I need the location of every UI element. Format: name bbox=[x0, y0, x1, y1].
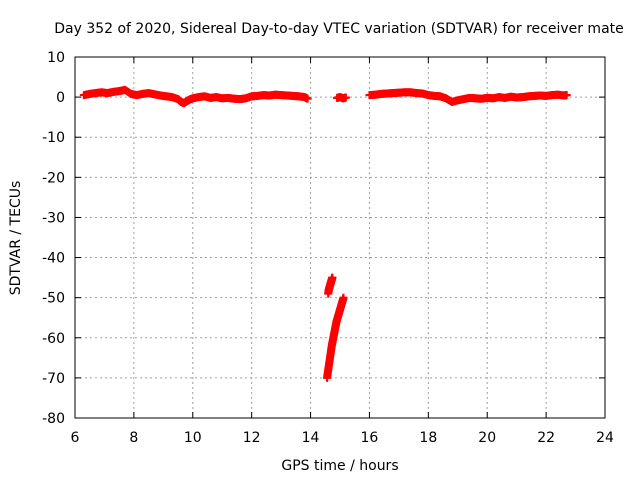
y-tick-label: -40 bbox=[42, 251, 65, 267]
grid bbox=[75, 57, 605, 418]
x-tick-label: 22 bbox=[537, 430, 555, 446]
x-tick-label: 12 bbox=[243, 430, 261, 446]
x-tick-label: 10 bbox=[184, 430, 202, 446]
x-axis-title: GPS time / hours bbox=[281, 458, 398, 474]
data-point bbox=[562, 91, 571, 100]
y-tick-label: -50 bbox=[42, 291, 65, 307]
y-tick-label: 10 bbox=[47, 50, 65, 66]
y-tick-label: 0 bbox=[56, 90, 65, 106]
data-point bbox=[303, 94, 312, 103]
y-tick-label: -80 bbox=[42, 411, 65, 427]
y-tick-label: -60 bbox=[42, 331, 65, 347]
data-point bbox=[341, 93, 350, 102]
x-tick-label: 24 bbox=[596, 430, 614, 446]
y-tick-label: -70 bbox=[42, 371, 65, 387]
x-tick-label: 16 bbox=[361, 430, 379, 446]
y-tick-label: -10 bbox=[42, 130, 65, 146]
y-tick-label: -30 bbox=[42, 210, 65, 226]
data-points bbox=[79, 85, 571, 382]
x-tick-label: 18 bbox=[419, 430, 437, 446]
data-point bbox=[328, 273, 337, 282]
x-tick-label: 6 bbox=[71, 430, 80, 446]
plot-frame bbox=[74, 56, 606, 419]
data-point bbox=[339, 293, 348, 302]
y-tick-label: -20 bbox=[42, 170, 65, 186]
y-axis-title: SDTVAR / TECUs bbox=[8, 181, 24, 296]
x-tick-label: 8 bbox=[129, 430, 138, 446]
x-tick-label: 20 bbox=[478, 430, 496, 446]
x-axis: 6 8 10 12 14 16 18 20 22 24 bbox=[71, 57, 614, 446]
x-tick-label: 14 bbox=[302, 430, 320, 446]
chart-title: Day 352 of 2020, Sidereal Day-to-day VTE… bbox=[54, 21, 624, 37]
y-axis: 10 0 -10 -20 -30 -40 -50 -60 -70 -80 bbox=[42, 50, 605, 427]
